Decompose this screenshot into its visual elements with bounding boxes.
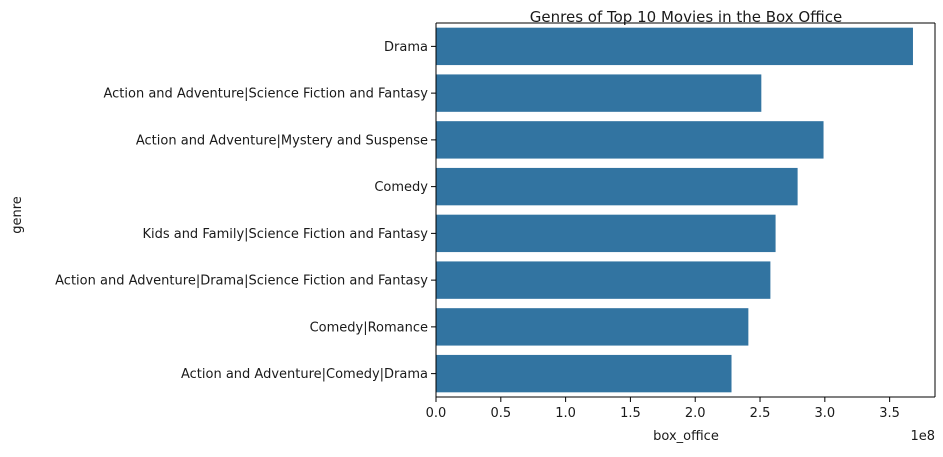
- bars-group: [436, 27, 913, 393]
- y-tick-label-4: Kids and Family|Science Fiction and Fant…: [142, 227, 428, 242]
- x-tick-label-1: 0.5: [490, 406, 511, 421]
- x-tick-label-2: 1.0: [555, 406, 576, 421]
- y-tick-label-2: Action and Adventure|Mystery and Suspens…: [136, 133, 428, 148]
- y-tick-label-0: Drama: [384, 40, 428, 55]
- bar-2: [436, 121, 824, 159]
- bar-1: [436, 74, 762, 112]
- x-tick-label-0: 0.0: [426, 406, 447, 421]
- bar-7: [436, 354, 732, 393]
- y-axis-label: genre: [10, 196, 25, 234]
- y-axis-ticks: Drama Action and Adventure|Science Fictio…: [55, 40, 436, 382]
- chart-title: Genres of Top 10 Movies in the Box Offic…: [530, 8, 842, 26]
- bar-3: [436, 167, 798, 206]
- y-tick-label-7: Action and Adventure|Comedy|Drama: [181, 367, 428, 382]
- y-tick-label-5: Action and Adventure|Drama|Science Ficti…: [55, 274, 428, 289]
- x-tick-label-5: 2.5: [750, 406, 771, 421]
- x-tick-label-6: 3.0: [814, 406, 835, 421]
- x-tick-label-3: 1.5: [620, 406, 641, 421]
- x-tick-label-7: 3.5: [879, 406, 900, 421]
- x-axis-label: box_office: [653, 429, 719, 444]
- x-tick-label-4: 2.0: [685, 406, 706, 421]
- x-axis-ticks: 0.0 0.5 1.0 1.5 2.0 2.5 3.0 3.5: [426, 397, 900, 421]
- bar-6: [436, 308, 749, 346]
- y-tick-label-3: Comedy: [374, 180, 428, 195]
- x-axis-offset-text: 1e8: [910, 429, 935, 444]
- y-tick-label-6: Comedy|Romance: [310, 320, 428, 335]
- bar-5: [436, 261, 771, 299]
- y-tick-label-1: Action and Adventure|Science Fiction and…: [103, 87, 428, 102]
- bar-4: [436, 214, 776, 253]
- bar-0: [436, 27, 913, 66]
